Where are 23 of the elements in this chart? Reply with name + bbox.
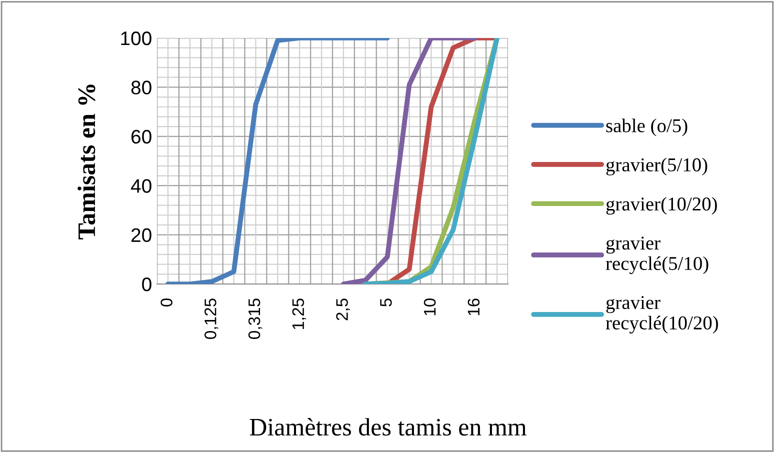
x-tick-label: 1,25 — [292, 298, 306, 330]
x-tick-label: 10 — [424, 298, 436, 316]
legend-label: sable (o/5) — [606, 118, 688, 136]
y-axis-title: Tamisats en % — [78, 84, 96, 240]
y-tick-label: 60 — [132, 130, 152, 144]
x-tick-label: 5 — [380, 298, 392, 306]
line-series — [166, 38, 390, 284]
legend-label: gravier(10/20) — [606, 196, 717, 215]
x-tick-label: 0 — [160, 298, 172, 307]
y-tick-label: 0 — [142, 277, 152, 292]
legend-label: gravier recyclé(10/20) — [606, 296, 718, 334]
x-tick-label: 2,5 — [336, 298, 350, 320]
y-tick-label: 80 — [131, 80, 152, 94]
x-tick-label: 16 — [468, 298, 480, 316]
legend-label: gravier recyclé(5/10) — [606, 236, 708, 274]
y-tick-label: 40 — [130, 179, 152, 193]
x-tick-label: 0,125 — [204, 298, 218, 339]
line-series — [341, 38, 478, 284]
y-tick-label: 20 — [131, 228, 152, 242]
x-axis-title: Diamètres des tamis en mm — [250, 418, 526, 436]
legend-label: gravier(5/10) — [606, 158, 708, 176]
x-tick-label: 0,315 — [248, 298, 262, 339]
y-tick-label: 100 — [121, 31, 152, 46]
